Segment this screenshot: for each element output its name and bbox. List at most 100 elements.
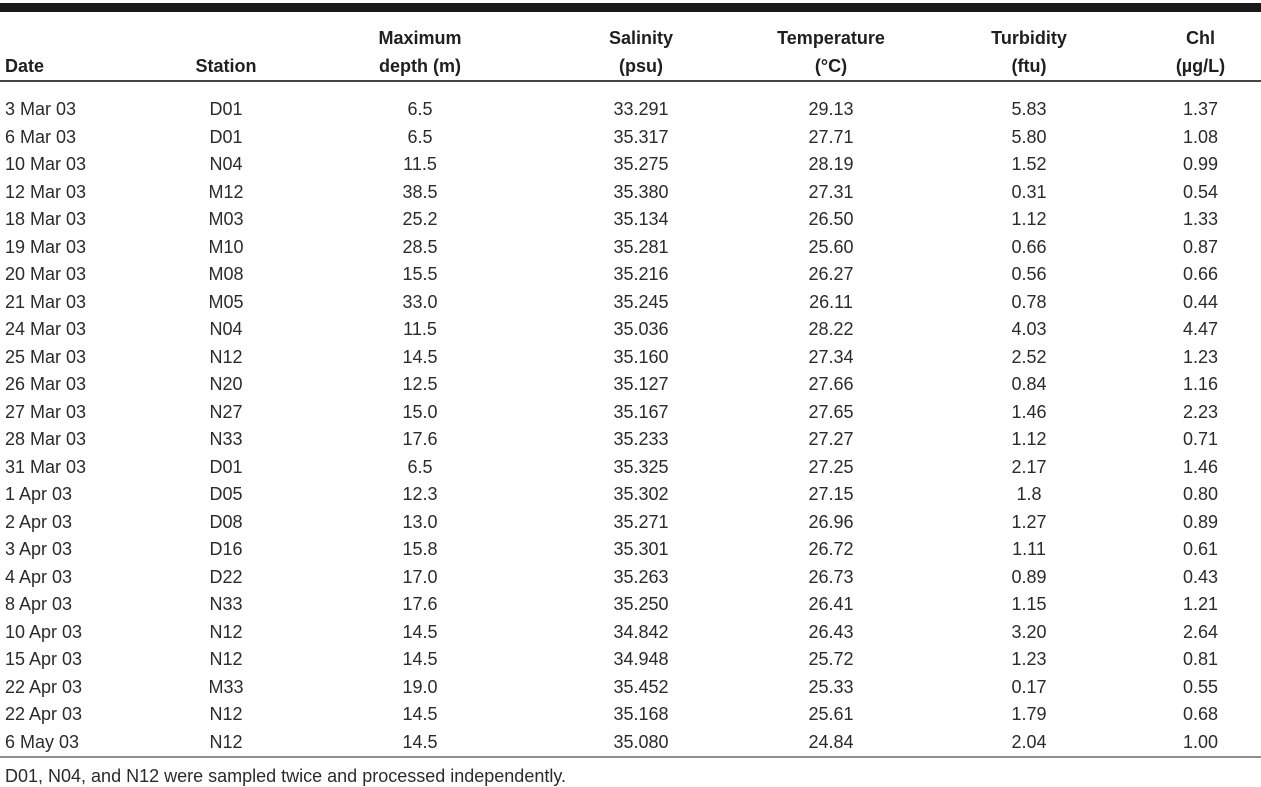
cell-station: M12 (208, 181, 244, 202)
cell-max-depth: 33.0 (402, 291, 438, 312)
cell-date: 20 Mar 03 (5, 264, 87, 284)
cell-temperature: 27.25 (808, 456, 854, 477)
cell-date: 2 Apr 03 (5, 511, 73, 532)
cell-chl: 1.00 (1182, 731, 1219, 752)
cell-salinity: 35.250 (613, 594, 669, 614)
cell-temperature: 26.96 (808, 511, 854, 532)
cell-date: 24 Mar 03 (5, 319, 87, 339)
cell-chl: 4.47 (1182, 319, 1219, 339)
cell-salinity: 35.317 (613, 126, 669, 147)
table-row: 22 Apr 03 N12 14.5 35.168 25.61 1.79 0.68 (0, 701, 1261, 729)
table-row: 4 Apr 03 D22 17.0 35.263 26.73 0.89 0.43 (0, 564, 1261, 592)
table-row: 31 Mar 03 D01 6.5 35.325 27.25 2.17 1.46 (0, 454, 1261, 482)
cell-max-depth: 12.5 (402, 374, 438, 394)
cell-date: 31 Mar 03 (5, 456, 87, 477)
cell-temperature: 27.27 (808, 429, 854, 449)
cell-turbidity: 0.31 (1011, 181, 1047, 202)
cell-chl: 0.44 (1182, 291, 1219, 312)
cell-temperature: 27.66 (808, 374, 854, 394)
cell-temperature: 27.34 (808, 346, 854, 367)
cell-date: 21 Mar 03 (5, 291, 87, 312)
cell-temperature: 26.41 (808, 594, 854, 614)
cell-chl: 0.89 (1182, 511, 1219, 532)
cell-salinity: 35.160 (613, 346, 669, 367)
cell-temperature: 26.27 (808, 264, 854, 284)
cell-turbidity: 2.04 (1011, 731, 1047, 752)
table-row: 19 Mar 03 M10 28.5 35.281 25.60 0.66 0.87 (0, 234, 1261, 262)
cell-max-depth: 15.5 (402, 264, 438, 284)
cell-station: N33 (209, 594, 243, 614)
table-row: 6 May 03 N12 14.5 35.080 24.84 2.04 1.00 (0, 729, 1261, 758)
cell-temperature: 26.11 (809, 291, 853, 312)
table-row: 18 Mar 03 M03 25.2 35.134 26.50 1.12 1.33 (0, 206, 1261, 234)
table-row: 1 Apr 03 D05 12.3 35.302 27.15 1.8 0.80 (0, 481, 1261, 509)
cell-turbidity: 1.12 (1011, 429, 1047, 449)
cell-station: N12 (209, 621, 243, 642)
cell-temperature: 25.61 (808, 704, 854, 724)
cell-station: D08 (209, 511, 243, 532)
cell-max-depth: 15.8 (402, 539, 438, 559)
cell-max-depth: 14.5 (402, 621, 438, 642)
cell-date: 27 Mar 03 (5, 401, 87, 422)
header-line1: Chl (1186, 28, 1215, 48)
cell-max-depth: 6.5 (407, 99, 433, 119)
cell-chl: 0.43 (1182, 566, 1219, 587)
table-row: 3 Apr 03 D16 15.8 35.301 26.72 1.11 0.61 (0, 536, 1261, 564)
cell-station: N12 (209, 649, 243, 669)
table-row: 28 Mar 03 N33 17.6 35.233 27.27 1.12 0.71 (0, 426, 1261, 454)
cell-station: N04 (209, 154, 243, 174)
cell-salinity: 35.275 (613, 154, 669, 174)
table-body: 3 Mar 03 D01 6.5 33.291 29.13 5.83 1.37 6 Mar 0… (0, 81, 1261, 757)
cell-date: 6 Mar 03 (5, 126, 77, 147)
cell-date: 25 Mar 03 (5, 346, 87, 367)
cell-salinity: 35.167 (613, 401, 669, 422)
cell-station: M33 (208, 676, 244, 697)
cell-salinity: 33.291 (613, 99, 669, 119)
cell-salinity: 35.301 (613, 539, 669, 559)
header-line1: Maximum (378, 28, 462, 48)
cell-station: D01 (209, 126, 243, 147)
cell-date: 26 Mar 03 (5, 374, 87, 394)
table-footnote: D01, N04, and N12 were sampled twice and… (5, 766, 567, 786)
cell-chl: 0.55 (1182, 676, 1219, 697)
environmental-data-table: Date Station Maximum depth (m) Salinity … (0, 12, 1261, 758)
cell-chl: 1.21 (1182, 594, 1219, 614)
cell-turbidity: 5.83 (1011, 99, 1047, 119)
table-row: 10 Mar 03 N04 11.5 35.275 28.19 1.52 0.99 (0, 151, 1261, 179)
cell-date: 22 Apr 03 (5, 704, 83, 724)
cell-max-depth: 15.0 (402, 401, 438, 422)
cell-turbidity: 0.17 (1011, 676, 1047, 697)
column-header-turbidity: Turbidity (ftu) (918, 12, 1140, 81)
cell-chl: 0.61 (1182, 539, 1219, 559)
cell-max-depth: 6.5 (407, 456, 433, 477)
header-line1: Turbidity (991, 28, 1067, 48)
cell-station: N33 (209, 429, 243, 449)
cell-chl: 0.87 (1182, 236, 1219, 257)
table-row: 21 Mar 03 M05 33.0 35.245 26.11 0.78 0.44 (0, 289, 1261, 317)
cell-temperature: 27.65 (808, 401, 854, 422)
cell-max-depth: 19.0 (402, 676, 438, 697)
cell-temperature: 28.19 (808, 154, 854, 174)
table-header: Date Station Maximum depth (m) Salinity … (0, 12, 1261, 81)
header-line1: Date (5, 56, 45, 76)
cell-turbidity: 0.66 (1011, 236, 1047, 257)
cell-temperature: 24.84 (808, 731, 854, 752)
cell-station: N20 (209, 374, 243, 394)
cell-turbidity: 1.11 (1012, 539, 1046, 559)
cell-max-depth: 6.5 (407, 126, 433, 147)
cell-chl: 0.99 (1182, 154, 1219, 174)
cell-turbidity: 2.52 (1011, 346, 1047, 367)
cell-station: M10 (208, 236, 244, 257)
cell-chl: 0.54 (1182, 181, 1219, 202)
cell-max-depth: 14.5 (402, 704, 438, 724)
header-line2: (µg/L) (1175, 56, 1226, 76)
cell-salinity: 34.948 (613, 649, 669, 669)
cell-salinity: 35.325 (613, 456, 669, 477)
table-row: 25 Mar 03 N12 14.5 35.160 27.34 2.52 1.23 (0, 344, 1261, 372)
cell-chl: 1.33 (1182, 209, 1219, 229)
cell-max-depth: 12.3 (402, 484, 438, 504)
cell-date: 18 Mar 03 (5, 209, 87, 229)
cell-salinity: 35.263 (613, 566, 669, 587)
cell-chl: 0.81 (1182, 649, 1219, 669)
cell-date: 12 Mar 03 (5, 181, 87, 202)
